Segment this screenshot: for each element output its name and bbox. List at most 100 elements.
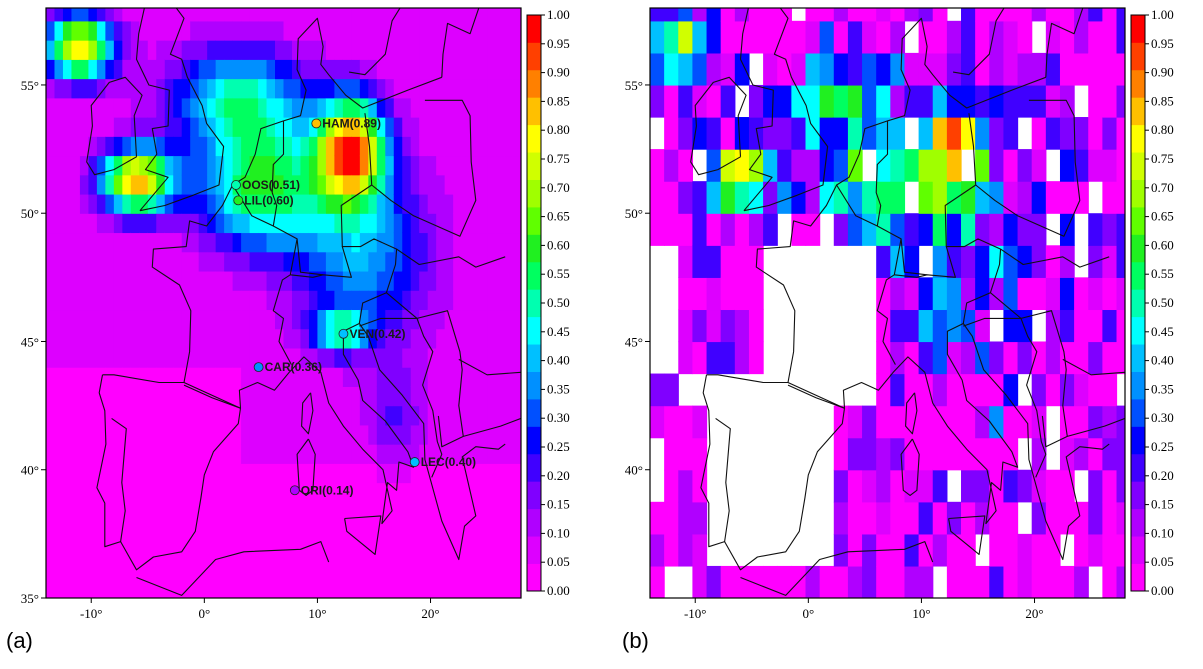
- heatmap-cell: [461, 59, 471, 80]
- heatmap-cell: [478, 444, 488, 464]
- heatmap-cell: [495, 40, 505, 60]
- heatmap-cell: [232, 78, 242, 99]
- colorbar-swatch: [1131, 179, 1145, 208]
- heatmap-cell: [890, 373, 906, 407]
- heatmap-cell: [385, 540, 395, 561]
- heatmap-cell: [215, 405, 225, 426]
- heatmap-cell: [720, 20, 736, 54]
- heatmap-cell: [478, 386, 488, 407]
- heatmap-cell: [368, 8, 378, 22]
- heatmap-cell: [1074, 533, 1089, 567]
- heatmap-cell: [342, 251, 352, 272]
- heatmap-cell: [495, 155, 505, 176]
- heatmap-cell: [156, 193, 166, 214]
- heatmap-cell: [791, 117, 807, 150]
- heatmap-cell: [241, 328, 251, 349]
- heatmap-cell: [241, 578, 251, 598]
- heatmap-cell: [190, 578, 200, 598]
- heatmap-cell: [173, 463, 183, 484]
- heatmap-cell: [1074, 117, 1089, 150]
- heatmap-cell: [461, 501, 471, 522]
- heatmap-cell: [62, 78, 73, 99]
- heatmap-cell: [402, 540, 412, 561]
- heatmap-cell: [105, 232, 115, 253]
- heatmap-cell: [359, 270, 369, 291]
- heatmap-cell: [275, 367, 285, 387]
- heatmap-cell: [46, 193, 56, 214]
- heatmap-cell: [504, 20, 514, 41]
- heatmap-cell: [385, 482, 395, 503]
- heatmap-cell: [932, 20, 948, 54]
- heatmap-cell: [748, 341, 764, 375]
- heatmap-cell: [198, 521, 208, 541]
- heatmap-cell: [763, 213, 778, 246]
- heatmap-cell: [359, 405, 369, 426]
- heatmap-cell: [904, 277, 920, 311]
- heatmap-cell: [706, 565, 722, 598]
- heatmap-cell: [359, 59, 369, 80]
- heatmap-cell: [393, 270, 403, 291]
- coastline: [86, 76, 143, 176]
- heatmap-cell: [487, 424, 497, 445]
- heatmap-cell: [470, 136, 480, 157]
- heatmap-cell: [232, 578, 242, 598]
- heatmap-cell: [54, 521, 64, 541]
- heatmap-cell: [181, 578, 191, 598]
- heatmap-cell: [402, 347, 412, 368]
- heatmap-cell: [427, 155, 437, 176]
- heatmap-cell: [359, 232, 369, 253]
- heatmap-cell: [181, 444, 191, 464]
- heatmap-cell: [266, 559, 276, 580]
- heatmap-cell: [342, 501, 352, 522]
- heatmap-cell: [664, 405, 679, 439]
- heatmap-cell: [147, 424, 157, 445]
- colorbar-swatch: [1131, 207, 1145, 235]
- heatmap-cell: [1088, 84, 1103, 118]
- heatmap-cell: [46, 59, 56, 80]
- heatmap-cell: [692, 405, 708, 439]
- heatmap-cell: [946, 20, 962, 54]
- heatmap-cell: [961, 565, 976, 598]
- heatmap-cell: [156, 213, 166, 234]
- heatmap-cell: [890, 20, 906, 54]
- heatmap-cell: [461, 424, 471, 445]
- heatmap-cell: [113, 521, 123, 541]
- heatmap-cell: [113, 367, 123, 387]
- heatmap-cell: [96, 521, 106, 541]
- heatmap-cell: [402, 20, 412, 41]
- heatmap-cell: [368, 78, 378, 99]
- heatmap-cell: [1102, 8, 1118, 22]
- heatmap-cell: [946, 149, 962, 182]
- heatmap-cell: [1003, 373, 1019, 407]
- heatmap-cell: [71, 97, 81, 118]
- heatmap-cell: [444, 328, 454, 349]
- heatmap-cell: [453, 213, 463, 234]
- heatmap-cell: [241, 386, 251, 407]
- heatmap-cell: [427, 424, 437, 445]
- y-tick-label: 40°: [625, 463, 643, 478]
- heatmap-cell: [393, 540, 403, 561]
- heatmap-cell: [904, 309, 920, 343]
- panel-a-label: (a): [6, 628, 33, 653]
- heatmap-cell: [334, 347, 344, 368]
- heatmap-cell: [275, 174, 285, 195]
- heatmap-cell: [173, 501, 183, 522]
- heatmap-cell: [1017, 405, 1033, 439]
- heatmap-cell: [862, 213, 877, 246]
- heatmap-cell: [198, 136, 208, 157]
- heatmap-cell: [359, 40, 369, 60]
- heatmap-cell: [181, 367, 191, 387]
- heatmap-cell: [487, 8, 497, 22]
- heatmap-cell: [325, 309, 335, 330]
- station-marker: [231, 180, 241, 190]
- heatmap-cell: [410, 270, 420, 291]
- heatmap-cell: [54, 540, 64, 561]
- heatmap-cell: [385, 347, 395, 368]
- heatmap-cell: [1102, 245, 1118, 278]
- heatmap-cell: [147, 117, 157, 137]
- heatmap-cell: [249, 386, 259, 407]
- heatmap-cell: [54, 213, 64, 234]
- heatmap-cell: [478, 174, 488, 195]
- heatmap-cell: [283, 174, 293, 195]
- heatmap-cell: [130, 270, 140, 291]
